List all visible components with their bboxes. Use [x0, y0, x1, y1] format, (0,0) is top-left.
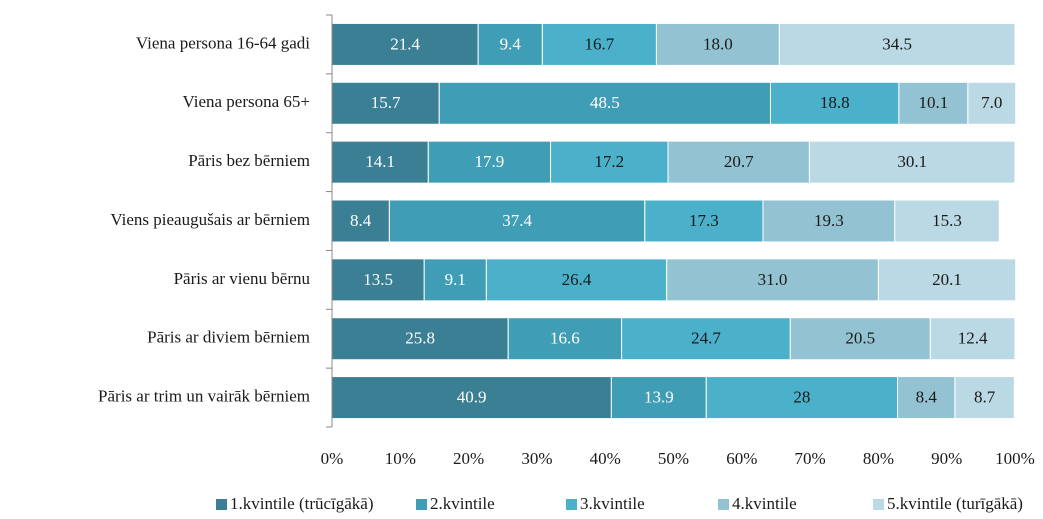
bar-segment: [644, 199, 764, 243]
x-tick-label: 40%: [590, 449, 621, 468]
bar-segment: [485, 258, 668, 302]
data-label: 16.6: [550, 329, 580, 348]
bar-segment: [427, 140, 552, 184]
data-label: 26.4: [562, 270, 592, 289]
legend-swatch: [416, 499, 427, 510]
data-label: 31.0: [758, 270, 788, 289]
x-tick-label: 80%: [863, 449, 894, 468]
data-label: 16.7: [585, 34, 615, 53]
data-label: 8.4: [350, 211, 372, 230]
data-label: 17.3: [689, 211, 719, 230]
x-tick-label: 20%: [453, 449, 484, 468]
x-tick-label: 30%: [521, 449, 552, 468]
data-label: 28: [793, 387, 810, 406]
legend-label: 3.kvintile: [580, 494, 645, 513]
data-label: 40.9: [457, 387, 487, 406]
x-tick-label: 10%: [385, 449, 416, 468]
y-tick-label: Viena persona 65+: [182, 92, 310, 111]
bar-segment: [954, 376, 1015, 420]
y-tick-label: Viena persona 16-64 gadi: [136, 33, 310, 52]
bar-segment: [705, 376, 899, 420]
data-label: 17.2: [594, 152, 624, 171]
data-label: 18.0: [703, 34, 733, 53]
bar-segment: [550, 140, 669, 184]
data-label: 20.1: [932, 270, 962, 289]
bar-segment: [621, 317, 791, 361]
bar-segment: [808, 140, 1016, 184]
bar-segment: [331, 140, 429, 184]
legend-swatch: [566, 499, 577, 510]
bar-segment: [331, 317, 509, 361]
data-label: 8.4: [916, 387, 938, 406]
y-tick-label: Pāris bez bērniem: [188, 151, 310, 170]
data-label: 9.1: [445, 270, 466, 289]
legend-label: 2.kvintile: [430, 494, 495, 513]
bar-segment: [331, 376, 612, 420]
data-label: 30.1: [897, 152, 927, 171]
data-label: 37.4: [502, 211, 532, 230]
bar-segment: [877, 258, 1017, 302]
y-tick-label: Pāris ar diviem bērniem: [147, 328, 310, 347]
data-label: 7.0: [981, 93, 1002, 112]
y-tick-label: Viens pieaugušais ar bērniem: [110, 210, 310, 229]
bar-segment: [477, 22, 543, 66]
legend-label: 4.kvintile: [732, 494, 797, 513]
data-label: 12.4: [958, 329, 988, 348]
data-label: 15.3: [932, 211, 962, 230]
legend-swatch: [873, 499, 884, 510]
bar-segment: [897, 376, 956, 420]
legend-swatch: [718, 499, 729, 510]
bar-segment: [894, 199, 1000, 243]
bar-segment: [331, 81, 440, 125]
bar-segment: [778, 22, 1016, 66]
bar-segment: [507, 317, 623, 361]
x-tick-label: 50%: [658, 449, 689, 468]
bar-segment: [438, 81, 771, 125]
bar-segment: [929, 317, 1016, 361]
bar-segment: [667, 140, 810, 184]
x-tick-label: 70%: [795, 449, 826, 468]
data-label: 25.8: [405, 329, 435, 348]
data-label: 48.5: [590, 93, 620, 112]
bar-segment: [762, 199, 896, 243]
x-tick-label: 90%: [931, 449, 962, 468]
x-tick-label: 100%: [995, 449, 1035, 468]
data-label: 21.4: [390, 34, 420, 53]
data-label: 34.5: [882, 34, 912, 53]
data-label: 19.3: [814, 211, 844, 230]
data-label: 10.1: [919, 93, 949, 112]
data-label: 13.9: [644, 387, 674, 406]
data-label: 20.5: [845, 329, 875, 348]
y-tick-label: Pāris ar trim un vairāk bērniem: [98, 386, 310, 405]
data-label: 18.8: [820, 93, 850, 112]
x-tick-label: 0%: [321, 449, 344, 468]
x-tick-label: 60%: [726, 449, 757, 468]
data-label: 9.4: [500, 34, 522, 53]
data-label: 14.1: [365, 152, 395, 171]
bar-segment: [898, 81, 969, 125]
bar-segment: [967, 81, 1017, 125]
data-label: 20.7: [724, 152, 754, 171]
bar-segment: [666, 258, 879, 302]
legend-label: 1.kvintile (trūcīgākā): [230, 494, 374, 513]
data-label: 24.7: [691, 329, 721, 348]
data-label: 17.9: [475, 152, 505, 171]
data-label: 15.7: [371, 93, 401, 112]
legend-swatch: [216, 499, 227, 510]
bar-segment: [789, 317, 931, 361]
y-tick-label: Pāris ar vienu bērnu: [174, 269, 311, 288]
legend-label: 5.kvintile (turīgākā): [887, 494, 1023, 513]
bar-segment: [541, 22, 657, 66]
data-label: 8.7: [974, 387, 996, 406]
bar-segment: [610, 376, 707, 420]
bar-segment: [423, 258, 487, 302]
bar-segment: [769, 81, 900, 125]
data-label: 13.5: [363, 270, 393, 289]
